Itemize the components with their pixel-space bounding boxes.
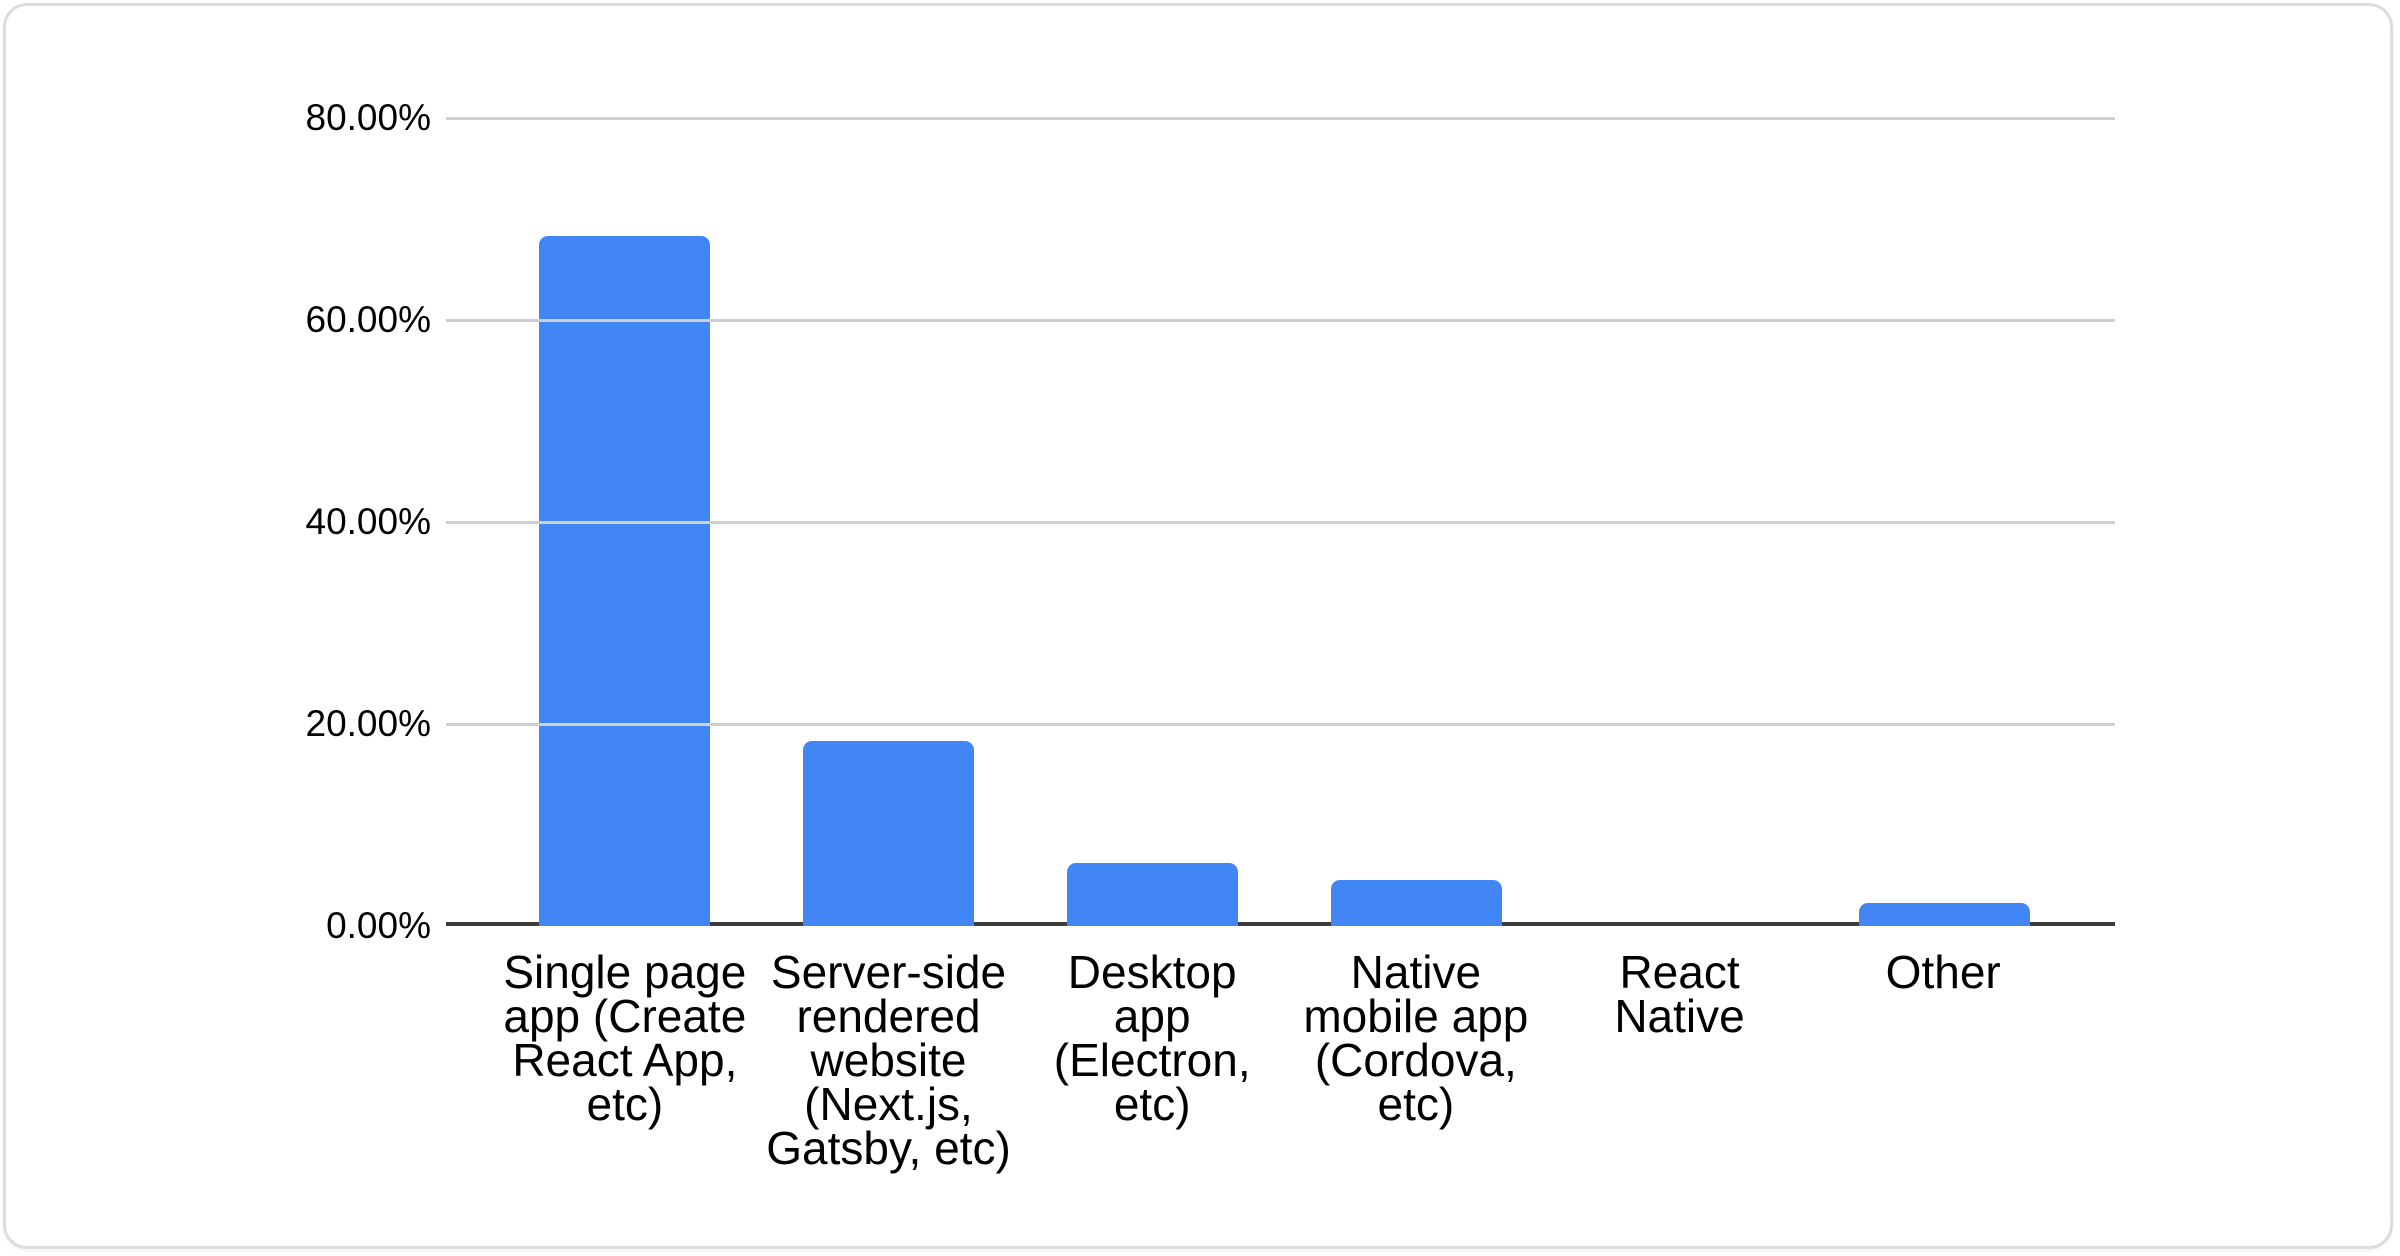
bar-cell — [757, 741, 1021, 926]
x-axis-label-3: Native mobile app (Cordova, etc) — [1303, 946, 1529, 1130]
gridline-20 — [446, 723, 2115, 726]
plot-area — [446, 117, 2115, 926]
y-tick-label: 80.00% — [305, 97, 432, 138]
x-axis-label-5: Other — [1885, 946, 2001, 998]
bar-2 — [1067, 863, 1239, 926]
bar-1 — [803, 741, 975, 926]
gridline-60 — [446, 319, 2115, 322]
y-tick-label: 60.00% — [305, 299, 432, 340]
x-axis-label-2: Desktop app (Electron, etc) — [1053, 946, 1251, 1130]
gridline-80 — [446, 117, 2115, 120]
bar-cell — [1812, 903, 2076, 926]
bar-0 — [539, 236, 711, 926]
bars-container — [493, 118, 2076, 926]
y-tick-label: 0.00% — [326, 905, 431, 946]
bar-3 — [1330, 880, 1502, 926]
bar-5 — [1858, 903, 2030, 926]
x-axis-label-4: React Native — [1614, 946, 1745, 1042]
bar-cell — [1021, 863, 1285, 926]
bar-cell — [493, 236, 757, 926]
x-axis-labels: Single page app (Create React App, etc) Serv… — [493, 946, 2075, 1174]
y-tick-label: 40.00% — [305, 501, 432, 542]
chart-card: 0.00% 20.00% 40.00% 60.00% 80.00% Single pag… — [3, 3, 2393, 1249]
x-axis-label-1: Server-side rendered website (Next.js, Gatsb… — [766, 946, 1011, 1174]
x-axis-label-0: Single page app (Create React App, etc) — [503, 946, 747, 1130]
gridline-40 — [446, 521, 2115, 524]
bar-cell — [1284, 880, 1548, 926]
y-tick-label: 20.00% — [305, 703, 432, 744]
